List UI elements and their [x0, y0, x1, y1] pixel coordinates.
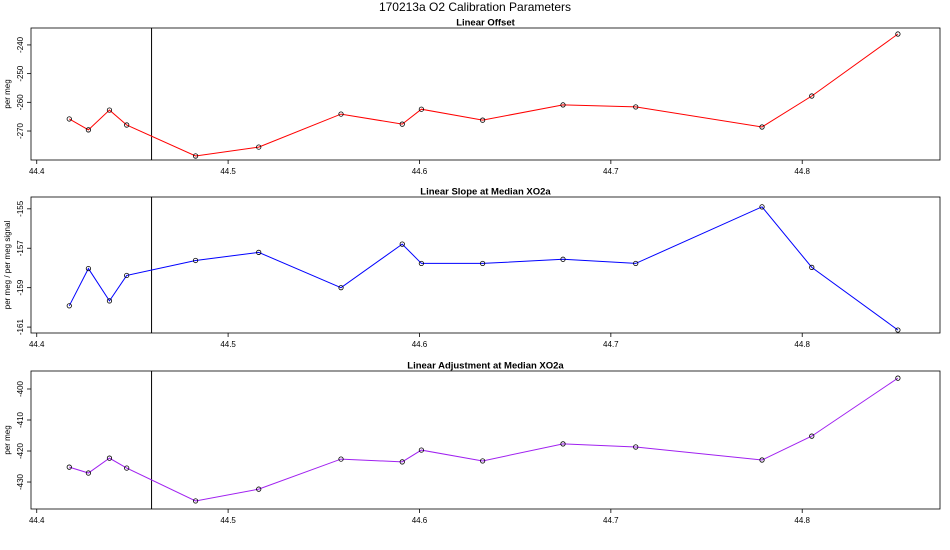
data-point	[399, 459, 405, 465]
data-point	[192, 257, 199, 264]
data-point	[418, 106, 424, 112]
data-point	[809, 93, 815, 99]
plot-frame	[30, 370, 941, 510]
x-tick-label: 44.7	[603, 167, 619, 176]
data-point	[256, 249, 262, 255]
y-tick-label: -430	[16, 473, 25, 490]
data-point	[418, 447, 424, 453]
y-tick-label: -250	[16, 65, 25, 82]
x-tick-label: 44.6	[412, 340, 428, 349]
data-point	[85, 470, 92, 476]
data-point	[480, 117, 486, 123]
x-tick-label: 44.4	[29, 167, 45, 176]
data-point	[418, 260, 424, 267]
data-point	[256, 144, 262, 150]
x-tick-label: 44.5	[220, 516, 236, 525]
y-tick-label: -420	[16, 442, 25, 459]
data-point	[66, 303, 72, 309]
data-point	[106, 298, 113, 304]
x-tick-label: 44.7	[603, 516, 619, 525]
data-line	[68, 206, 899, 331]
data-line	[69, 33, 899, 157]
x-tick-label: 44.8	[794, 340, 810, 349]
y-tick-label: -159	[16, 279, 25, 296]
data-point	[338, 456, 344, 462]
data-point	[633, 444, 639, 450]
data-point	[895, 375, 901, 381]
y-tick-label: -240	[16, 36, 25, 53]
y-tick-label: -400	[16, 380, 25, 397]
x-tick-label: 44.5	[220, 340, 236, 349]
plot-frame	[30, 196, 941, 334]
data-point	[256, 486, 262, 492]
data-point	[106, 455, 113, 461]
data-point	[480, 458, 486, 464]
y-axis-label: per meg / per meg signal	[3, 221, 12, 310]
x-tick-label: 44.4	[29, 516, 45, 525]
x-tick-label: 44.7	[603, 340, 619, 349]
data-point	[124, 272, 130, 279]
page-title: 170213a O2 Calibration Parameters	[379, 0, 571, 14]
x-tick-label: 44.8	[794, 167, 810, 176]
y-tick-label: -155	[16, 200, 25, 217]
x-tick-label: 44.6	[412, 516, 428, 525]
data-point	[895, 31, 901, 37]
data-point	[124, 465, 130, 471]
data-point	[124, 122, 130, 128]
data-point	[809, 264, 815, 270]
y-axis-label: per meg	[3, 79, 12, 108]
y-tick-label: -161	[16, 319, 25, 336]
x-tick-label: 44.6	[412, 167, 428, 176]
y-tick-label: -260	[16, 94, 25, 111]
data-point	[480, 260, 486, 267]
y-tick-label: -270	[16, 122, 25, 139]
y-tick-label: -157	[16, 240, 25, 257]
data-point	[399, 121, 405, 127]
data-point	[338, 111, 344, 117]
data-point	[560, 102, 566, 108]
data-point	[399, 241, 405, 247]
panel-title: Linear Adjustment at Median XO2a	[407, 361, 564, 372]
data-point	[192, 498, 199, 504]
data-point	[895, 327, 901, 333]
data-point	[560, 256, 566, 262]
x-tick-label: 44.4	[29, 340, 45, 349]
data-point	[66, 464, 72, 470]
data-point	[66, 116, 72, 122]
data-line	[69, 377, 899, 502]
x-tick-label: 44.5	[220, 167, 236, 176]
panel-title: Linear Slope at Median XO2a	[420, 187, 551, 198]
data-point	[192, 153, 199, 159]
data-point	[633, 260, 639, 267]
data-point	[809, 433, 815, 439]
data-point	[85, 265, 92, 272]
y-axis-label: per meg	[3, 425, 12, 454]
x-tick-label: 44.8	[794, 516, 810, 525]
data-point	[759, 124, 765, 130]
data-point	[106, 107, 113, 113]
data-point	[759, 457, 765, 463]
y-tick-label: -410	[16, 411, 25, 428]
data-point	[759, 204, 765, 210]
data-point	[633, 104, 639, 110]
data-point	[338, 285, 344, 291]
panel-title: Linear Offset	[456, 18, 515, 29]
data-point	[85, 127, 92, 133]
plot-frame	[30, 27, 941, 161]
data-point	[560, 441, 566, 447]
